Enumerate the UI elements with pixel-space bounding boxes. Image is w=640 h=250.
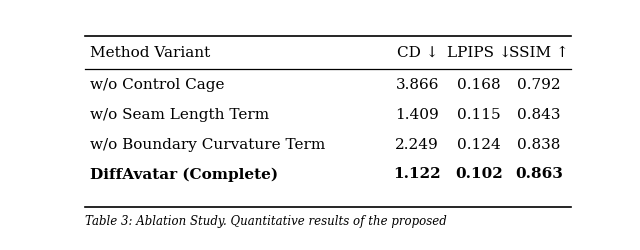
Text: 0.115: 0.115 <box>458 108 501 122</box>
Text: CD ↓: CD ↓ <box>397 46 438 60</box>
Text: w/o Control Cage: w/o Control Cage <box>90 78 225 92</box>
Text: 0.102: 0.102 <box>456 168 503 181</box>
Text: 1.409: 1.409 <box>396 108 439 122</box>
Text: 0.843: 0.843 <box>517 108 561 122</box>
Text: 0.124: 0.124 <box>458 138 501 151</box>
Text: 0.838: 0.838 <box>517 138 561 151</box>
Text: 2.249: 2.249 <box>396 138 439 151</box>
Text: 0.168: 0.168 <box>458 78 501 92</box>
Text: Method Variant: Method Variant <box>90 46 210 60</box>
Text: w/o Seam Length Term: w/o Seam Length Term <box>90 108 269 122</box>
Text: DiffAvatar (Complete): DiffAvatar (Complete) <box>90 167 278 182</box>
Text: 3.866: 3.866 <box>396 78 439 92</box>
Text: w/o Boundary Curvature Term: w/o Boundary Curvature Term <box>90 138 325 151</box>
Text: 0.863: 0.863 <box>515 168 563 181</box>
Text: LPIPS ↓: LPIPS ↓ <box>447 46 511 60</box>
Text: Table 3: Ablation Study. Quantitative results of the proposed: Table 3: Ablation Study. Quantitative re… <box>85 215 447 228</box>
Text: SSIM ↑: SSIM ↑ <box>509 46 569 60</box>
Text: 1.122: 1.122 <box>394 168 441 181</box>
Text: 0.792: 0.792 <box>517 78 561 92</box>
